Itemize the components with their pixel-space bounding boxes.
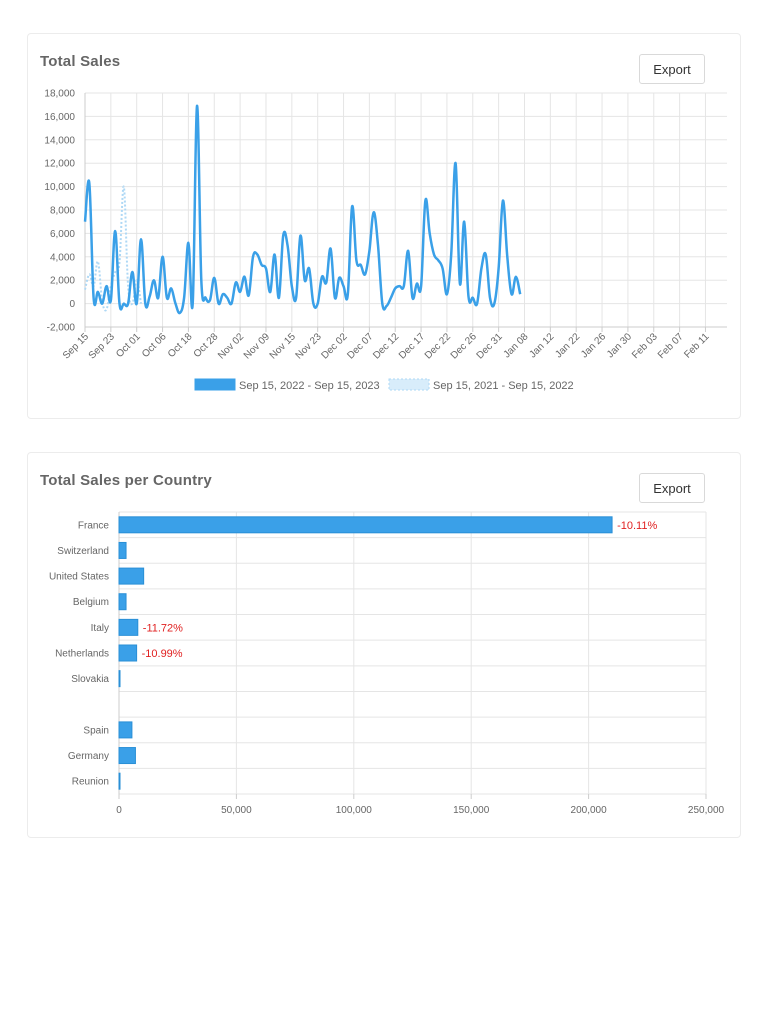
category-label: Netherlands: [55, 649, 109, 660]
x-tick-label: Dec 26: [449, 331, 479, 361]
country-sales-bar-chart: 0 50,000 100,000 150,000 200,000 250,000 Franc…: [49, 511, 725, 816]
total-sales-title: Total Sales: [40, 53, 121, 70]
legend-label-previous: Sep 15, 2021 - Sep 15, 2022: [433, 380, 574, 392]
bar: [118, 567, 145, 585]
bar: [118, 772, 121, 790]
bar: [118, 721, 133, 739]
series-line-current-period: [83, 104, 522, 315]
x-tick-label: Jan 08: [502, 331, 531, 360]
y-tick-label: 0: [69, 299, 75, 310]
x-tick-label: Dec 17: [397, 331, 427, 361]
x-tick-label: Nov 09: [242, 331, 272, 361]
legend-label-current: Sep 15, 2022 - Sep 15, 2023: [239, 380, 380, 392]
x-tick-label: Jan 22: [553, 331, 582, 360]
y-tick-label: 4,000: [50, 252, 75, 263]
y-tick-label: 10,000: [44, 182, 75, 193]
bar: [118, 593, 127, 611]
bar-data-label: -11.72%: [143, 622, 183, 634]
y-tick-label: 8,000: [50, 206, 75, 217]
y-tick-label: 12,000: [44, 159, 75, 170]
x-tick-label: 250,000: [688, 805, 725, 816]
x-tick-label: Dec 02: [319, 331, 349, 361]
legend-swatch-current: [194, 378, 236, 391]
x-tick-label: Jan 26: [579, 331, 608, 360]
bar-data-label: -10.11%: [617, 520, 657, 532]
x-tick-label: Dec 22: [423, 331, 453, 361]
category-label: Spain: [83, 725, 109, 736]
category-label: France: [78, 520, 110, 531]
total-sales-export-button[interactable]: Export: [639, 54, 705, 84]
x-tick-label: Jan 12: [527, 331, 556, 360]
x-tick-label: 0: [116, 805, 122, 816]
x-tick-label: 100,000: [336, 805, 373, 816]
bar: [118, 618, 139, 636]
x-tick-label: Nov 02: [216, 331, 246, 361]
x-tick-label: Feb 07: [656, 331, 686, 361]
category-label: Reunion: [72, 777, 109, 788]
category-label: United States: [49, 572, 109, 583]
x-tick-label: Dec 07: [345, 331, 375, 361]
x-tick-label: Nov 23: [294, 331, 324, 361]
x-tick-label: Sep 15: [61, 331, 91, 361]
bar: [118, 541, 127, 559]
y-tick-label: 18,000: [44, 89, 75, 100]
y-tick-label: -2,000: [47, 323, 76, 334]
bar-data-label: -10.99%: [142, 648, 183, 660]
x-tick-label: Sep 23: [87, 331, 117, 361]
bar: [118, 516, 613, 534]
x-tick-label: 50,000: [221, 805, 252, 816]
x-tick-label: Feb 11: [682, 331, 712, 361]
category-label: Italy: [91, 623, 109, 634]
x-tick-label: Feb 03: [630, 331, 660, 361]
series-line-previous-period: [84, 185, 142, 312]
x-tick-label: 150,000: [453, 805, 490, 816]
country-sales-card: Total Sales per Country Export 0 50,000 10…: [27, 452, 741, 838]
total-sales-card: Total Sales Export -2,000 0 2,000 4,000 6,00…: [27, 33, 741, 419]
x-tick-label: Dec 31: [475, 331, 505, 361]
country-sales-title: Total Sales per Country: [40, 472, 212, 489]
category-label: Slovakia: [71, 674, 109, 685]
total-sales-line-chart: -2,000 0 2,000 4,000 6,000 8,000 10,000 12,000 1…: [44, 89, 727, 392]
category-label: Belgium: [73, 597, 109, 608]
x-tick-label: Dec 12: [371, 331, 401, 361]
x-tick-label: Oct 28: [192, 331, 221, 360]
y-tick-label: 2,000: [50, 276, 75, 287]
bar: [118, 670, 121, 688]
legend-swatch-previous: [388, 378, 430, 391]
x-tick-label: Oct 06: [140, 331, 169, 360]
y-tick-label: 16,000: [44, 112, 75, 123]
y-tick-label: 14,000: [44, 135, 75, 146]
category-label: Germany: [68, 751, 109, 762]
bar: [118, 644, 138, 662]
bar: [118, 747, 136, 765]
x-tick-label: Jan 30: [605, 331, 634, 360]
x-tick-label: Oct 18: [166, 331, 195, 360]
x-tick-label: Oct 01: [114, 331, 143, 360]
y-tick-label: 6,000: [50, 229, 75, 240]
category-label: Switzerland: [57, 546, 109, 557]
x-tick-label: Nov 15: [268, 331, 298, 361]
country-sales-export-button[interactable]: Export: [639, 473, 705, 503]
x-tick-label: 200,000: [571, 805, 608, 816]
